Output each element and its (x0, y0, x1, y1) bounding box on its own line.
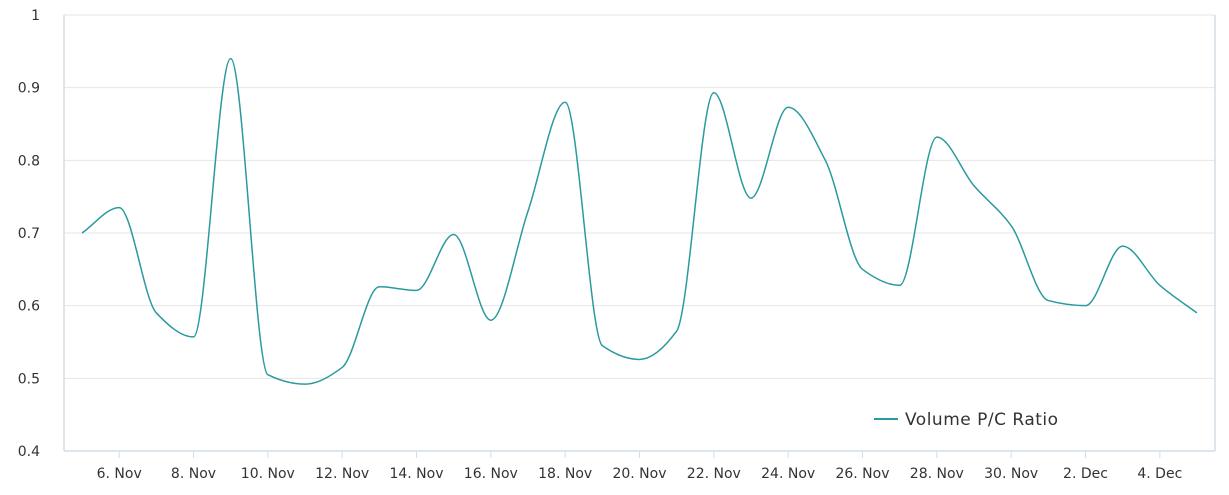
data-point[interactable] (414, 287, 420, 293)
x-tick-label: 6. Nov (97, 466, 142, 482)
data-point[interactable] (711, 90, 717, 96)
data-point[interactable] (637, 356, 643, 362)
x-tick-label: 8. Nov (171, 466, 216, 482)
data-point[interactable] (265, 372, 271, 378)
x-tick-label: 18. Nov (538, 466, 592, 482)
data-point[interactable] (897, 282, 903, 288)
data-point[interactable] (822, 157, 828, 163)
x-tick-label: 10. Nov (241, 466, 295, 482)
data-point[interactable] (1008, 223, 1014, 229)
data-point[interactable] (971, 183, 977, 189)
y-tick-label: 0.5 (18, 371, 40, 387)
x-tick-label: 2. Dec (1063, 466, 1108, 482)
data-point[interactable] (191, 334, 197, 340)
legend-label: Volume P/C Ratio (905, 410, 1059, 430)
data-point[interactable] (1120, 243, 1126, 249)
x-tick-label: 12. Nov (315, 466, 369, 482)
data-point[interactable] (674, 328, 680, 334)
data-point[interactable] (376, 284, 382, 290)
series-group (79, 56, 1200, 387)
y-tick-label: 0.9 (18, 81, 40, 97)
data-point[interactable] (748, 195, 754, 201)
data-point[interactable] (860, 266, 866, 272)
legend[interactable]: Volume P/C Ratio (874, 410, 1059, 430)
data-point[interactable] (1045, 298, 1051, 304)
data-point[interactable] (339, 364, 345, 370)
data-point[interactable] (525, 208, 531, 214)
data-point[interactable] (79, 230, 85, 236)
y-tick-label: 0.6 (18, 299, 40, 315)
data-point[interactable] (1157, 282, 1163, 288)
y-tick-label: 0.8 (18, 153, 40, 169)
y-tick-label: 1 (31, 8, 40, 24)
y-tick-label: 0.7 (18, 226, 40, 242)
x-tick-label: 22. Nov (687, 466, 741, 482)
data-point[interactable] (228, 56, 234, 62)
data-point[interactable] (785, 104, 791, 110)
data-point[interactable] (116, 205, 122, 211)
y-axis-ticks: 0.4 0.5 0.6 0.7 0.8 0.9 1 (18, 8, 40, 460)
x-tick-label: 16. Nov (464, 466, 518, 482)
data-point[interactable] (153, 310, 159, 316)
data-point[interactable] (451, 231, 457, 237)
data-point[interactable] (934, 134, 940, 140)
x-tick-label: 28. Nov (910, 466, 964, 482)
x-tick-label: 26. Nov (835, 466, 889, 482)
data-point[interactable] (1194, 310, 1200, 316)
data-point[interactable] (562, 99, 568, 105)
data-point[interactable] (302, 381, 308, 387)
grid-lines (64, 14, 1215, 379)
data-point[interactable] (1083, 303, 1089, 309)
x-tick-label: 24. Nov (761, 466, 815, 482)
x-tick-label: 4. Dec (1137, 466, 1182, 482)
x-tick-label: 30. Nov (984, 466, 1038, 482)
x-tick-label: 20. Nov (612, 466, 666, 482)
data-point[interactable] (488, 317, 494, 323)
series-line[interactable] (81, 57, 1198, 385)
x-tick-label: 14. Nov (389, 466, 443, 482)
x-axis-ticks: 6. Nov 8. Nov 10. Nov 12. Nov 14. Nov 16. Nov… (97, 451, 1182, 482)
data-point[interactable] (599, 343, 605, 349)
y-tick-label: 0.4 (18, 444, 40, 460)
